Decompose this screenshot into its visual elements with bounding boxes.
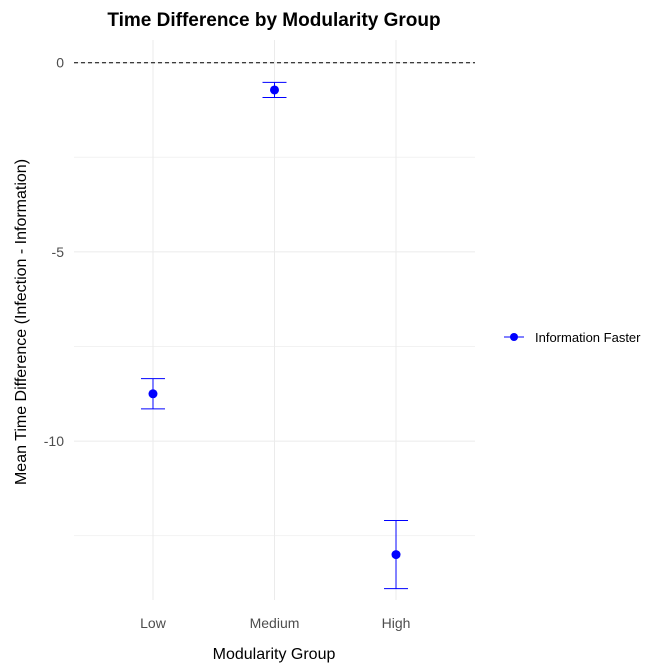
x-axis-title: Modularity Group bbox=[213, 646, 336, 663]
data-point bbox=[148, 389, 158, 399]
legend-label: Information Faster bbox=[535, 330, 641, 345]
y-tick-label: -5 bbox=[52, 244, 65, 260]
x-tick-label: Low bbox=[140, 615, 167, 631]
x-tick-label: High bbox=[382, 615, 411, 631]
data-point bbox=[391, 550, 401, 560]
y-axis-title: Mean Time Difference (Infection - Inform… bbox=[13, 159, 30, 485]
data-point bbox=[270, 85, 279, 95]
x-tick-label: Medium bbox=[250, 615, 300, 631]
chart-title: Time Difference by Modularity Group bbox=[107, 10, 440, 31]
y-tick-label: 0 bbox=[56, 55, 64, 71]
y-tick-label: -10 bbox=[44, 433, 64, 449]
plot-panel: 0 -5 -10 Low Medium High bbox=[44, 40, 475, 631]
legend: Information Faster bbox=[504, 330, 641, 345]
legend-key-point bbox=[510, 333, 518, 341]
